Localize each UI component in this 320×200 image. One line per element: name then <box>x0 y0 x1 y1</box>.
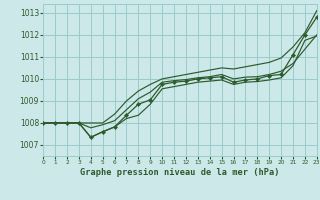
X-axis label: Graphe pression niveau de la mer (hPa): Graphe pression niveau de la mer (hPa) <box>80 168 280 177</box>
